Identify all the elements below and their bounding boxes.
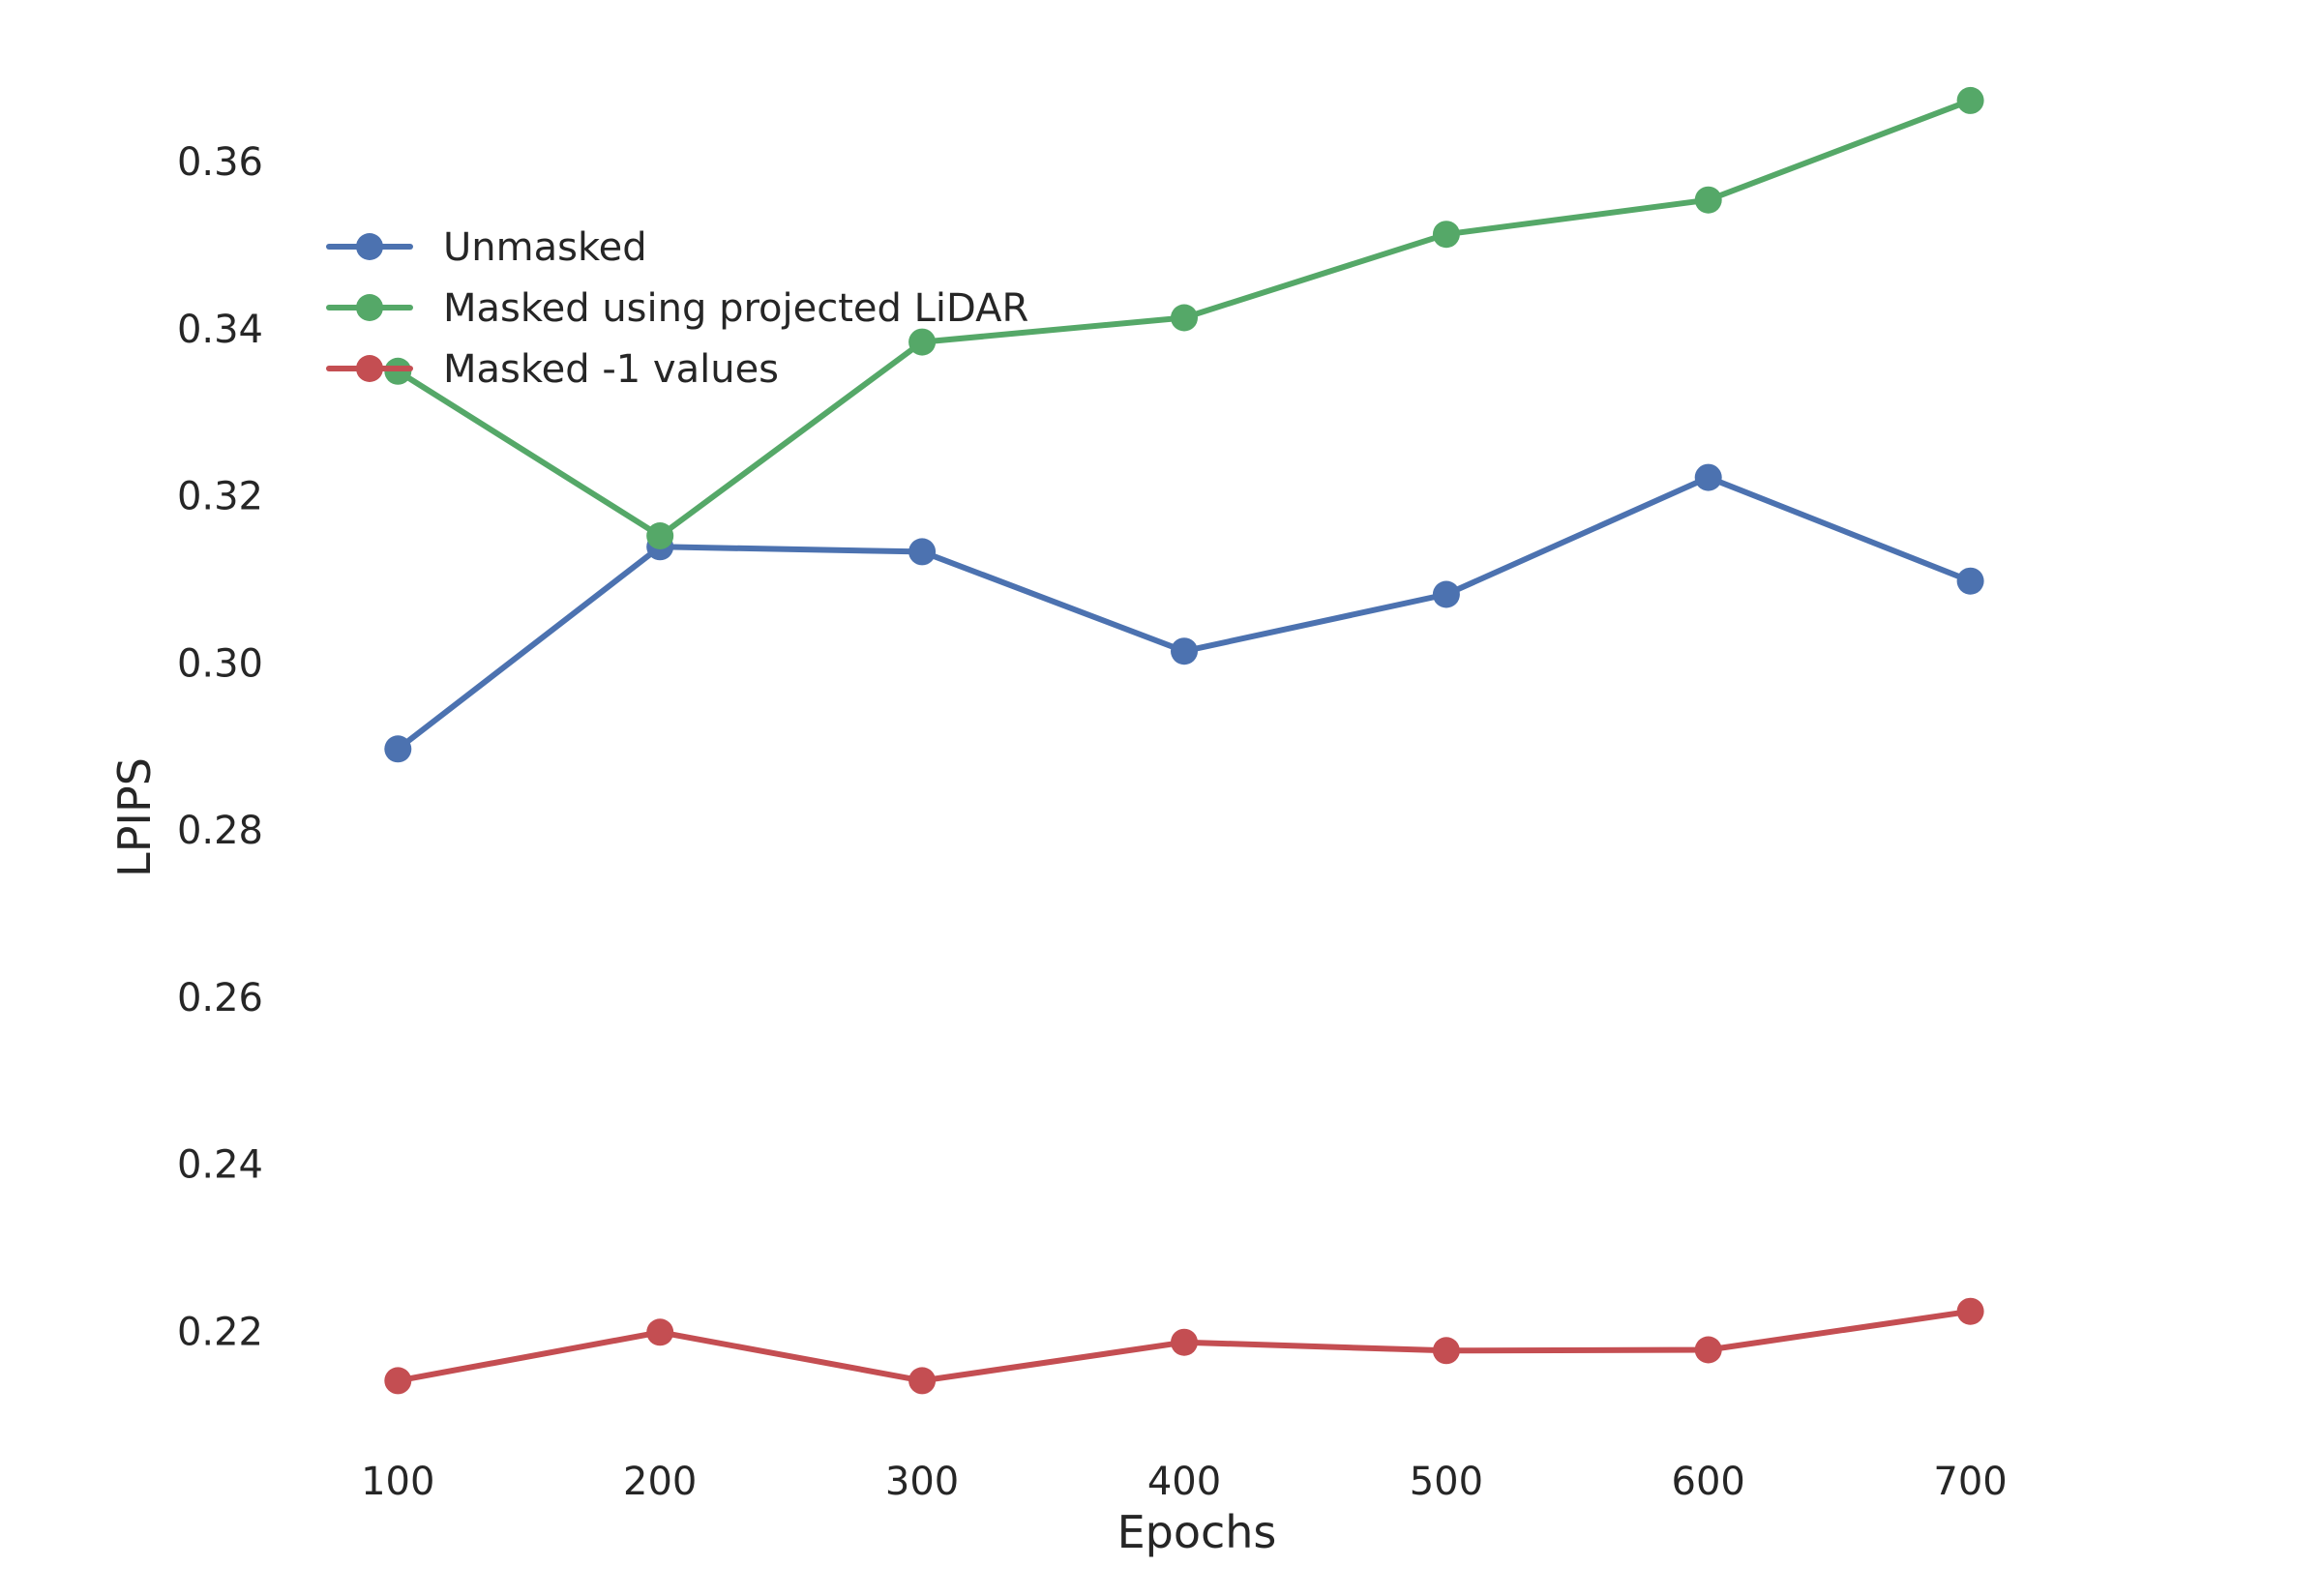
data-point-2-1 — [646, 1318, 674, 1346]
legend-marker-2 — [356, 355, 383, 382]
y-tick-label: 0.28 — [177, 809, 263, 853]
legend-label-1: Masked using projected LiDAR — [443, 286, 1028, 331]
y-tick-label: 0.32 — [177, 475, 263, 519]
y-tick-label: 0.34 — [177, 308, 263, 352]
y-tick-label: 0.26 — [177, 976, 263, 1020]
data-point-1-2 — [908, 328, 937, 356]
y-tick-label: 0.22 — [177, 1311, 263, 1355]
data-point-1-5 — [1694, 186, 1722, 214]
legend-label-2: Masked -1 values — [443, 347, 779, 392]
data-point-2-5 — [1694, 1336, 1722, 1364]
data-point-0-6 — [1956, 567, 1984, 595]
data-point-0-0 — [384, 735, 412, 763]
data-point-2-2 — [908, 1367, 937, 1395]
data-point-1-6 — [1956, 86, 1984, 114]
series-markers — [384, 86, 1984, 1395]
data-point-2-0 — [384, 1367, 412, 1395]
y-tick-label: 0.24 — [177, 1143, 263, 1188]
legend-label-0: Unmasked — [443, 225, 647, 270]
y-tick-label: 0.36 — [177, 140, 263, 185]
data-point-2-4 — [1432, 1337, 1460, 1365]
legend-marker-1 — [356, 294, 383, 321]
data-point-1-1 — [646, 522, 674, 549]
x-tick-label: 200 — [623, 1460, 697, 1504]
x-tick-label: 300 — [885, 1460, 959, 1504]
y-tick-label: 0.30 — [177, 641, 263, 686]
y-axis-ticks: 0.22 0.24 0.26 0.28 0.30 0.32 0.34 0.36 — [177, 140, 263, 1355]
data-point-2-3 — [1171, 1328, 1198, 1356]
data-point-1-3 — [1171, 304, 1198, 332]
x-axis-label: Epochs — [1117, 1506, 1277, 1558]
data-point-0-2 — [908, 538, 937, 566]
legend-marker-0 — [356, 233, 383, 260]
data-point-2-6 — [1956, 1297, 1984, 1325]
data-point-0-5 — [1694, 463, 1722, 491]
x-axis-ticks: 100 200 300 400 500 600 700 — [361, 1460, 2008, 1504]
x-tick-label: 400 — [1147, 1460, 1221, 1504]
x-tick-label: 100 — [361, 1460, 434, 1504]
y-axis-label: LPIPS — [108, 757, 161, 877]
x-tick-label: 500 — [1410, 1460, 1483, 1504]
x-tick-label: 700 — [1933, 1460, 2007, 1504]
legend: Unmasked Masked using projected LiDAR Mask… — [326, 225, 1028, 392]
data-point-0-4 — [1432, 580, 1460, 608]
data-point-1-4 — [1432, 221, 1460, 249]
x-tick-label: 600 — [1672, 1460, 1745, 1504]
data-point-0-3 — [1171, 637, 1198, 665]
